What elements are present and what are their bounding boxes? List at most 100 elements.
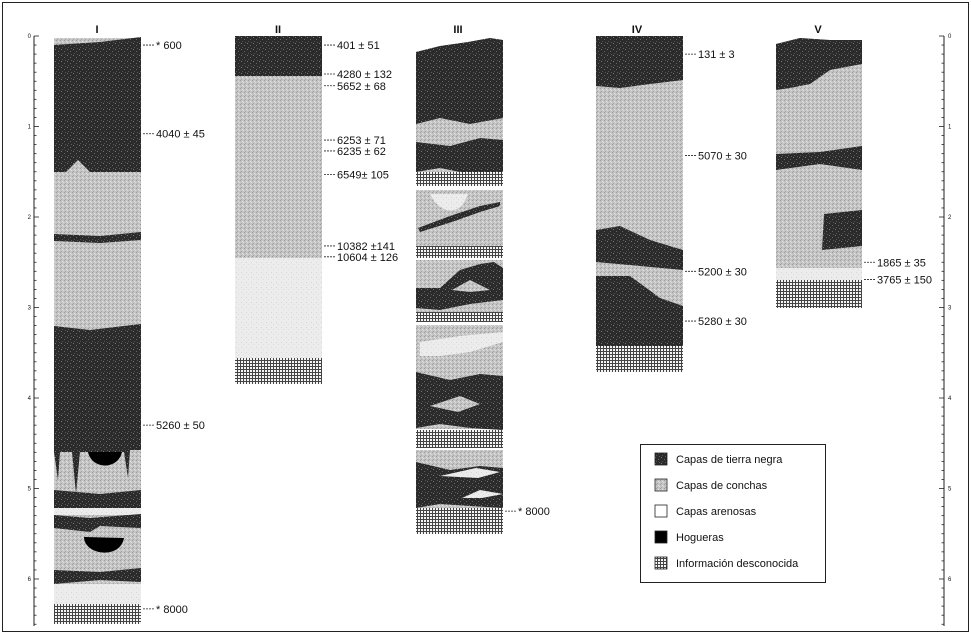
unknown-info-layer <box>416 508 503 534</box>
sand-layer <box>420 332 503 356</box>
date-label: 4040 ± 45 <box>156 129 205 141</box>
scale-tick-label: 5 <box>948 487 952 493</box>
scale-tick-label: 0 <box>28 34 32 40</box>
black-earth-layer <box>54 37 141 172</box>
column-V: V <box>776 24 862 308</box>
black-earth-band <box>54 232 141 243</box>
black-earth-layer <box>416 462 503 508</box>
sand-lens <box>462 490 503 498</box>
legend-box <box>640 444 826 583</box>
date-label: 5280 ± 30 <box>698 316 747 328</box>
black-earth-layer <box>776 38 862 90</box>
black-earth-layer <box>54 324 141 494</box>
scale-tick-label: 3 <box>948 306 952 312</box>
black-earth-layer <box>596 276 683 346</box>
date-label: 5070 ± 30 <box>698 150 747 162</box>
sand-layer <box>235 258 322 358</box>
scale-tick-label: 5 <box>28 487 32 493</box>
scale-tick-label: 0 <box>948 34 952 40</box>
black-earth-band <box>418 202 500 232</box>
column-II-label: II <box>275 24 281 36</box>
black-earth-layer <box>416 38 503 124</box>
unknown-info-layer <box>776 280 862 308</box>
scale-tick-label: 1 <box>948 125 952 131</box>
legend-label-shell: Capas de conchas <box>676 480 768 492</box>
legend-label-unknown: Información desconocida <box>676 558 799 570</box>
date-labels: * 600 4040 ± 45 5260 ± 50 * 8000 401 ± 51 428… <box>143 40 932 616</box>
legend-label-black-earth: Capas de tierra negra <box>676 454 783 466</box>
black-earth-band <box>54 514 141 532</box>
legend-swatch-unknown <box>654 556 668 570</box>
column-IV-label: IV <box>632 24 643 36</box>
legend-swatch-black-earth <box>654 452 668 466</box>
legend: Capas de tierra negra Capas de conchas C… <box>640 444 826 583</box>
black-earth-band <box>54 568 141 584</box>
depth-scale-left: 0 1 2 3 4 5 6 <box>28 34 39 626</box>
date-label: 5652 ± 68 <box>337 81 386 93</box>
black-earth-layer <box>596 226 683 270</box>
date-label: 1865 ± 35 <box>877 257 926 269</box>
scale-tick-label: 4 <box>28 396 32 402</box>
date-label: 6253 ± 71 <box>337 135 386 147</box>
black-earth-layer <box>416 138 503 174</box>
legend-swatch-shell <box>654 478 668 492</box>
legend-swatch-sand <box>654 504 668 518</box>
shell-lens <box>452 280 490 292</box>
unknown-info-layer <box>596 346 683 372</box>
date-label: * 8000 <box>156 604 188 616</box>
column-I-label: I <box>95 24 98 36</box>
date-label: 5200 ± 30 <box>698 266 747 278</box>
scale-tick-label: 1 <box>28 125 32 131</box>
legend-label-sand: Capas arenosas <box>676 506 757 518</box>
column-III-label: III <box>453 24 462 36</box>
column-I: I <box>54 24 141 624</box>
scale-tick-label: 2 <box>28 215 32 221</box>
black-earth-layer <box>235 36 322 76</box>
hearth-feature <box>84 537 124 553</box>
unknown-info-layer <box>54 604 141 624</box>
sand-lens <box>440 468 500 478</box>
scale-tick-label: 4 <box>948 396 952 402</box>
date-label: * 8000 <box>518 506 550 518</box>
unknown-info-layer <box>235 358 322 384</box>
unknown-info-layer <box>416 172 503 186</box>
scale-tick-label: 6 <box>948 577 952 583</box>
scale-tick-label: 6 <box>28 577 32 583</box>
date-label: 10382 ±141 <box>337 241 395 253</box>
shell-lens <box>430 396 480 412</box>
black-earth-band <box>776 146 862 170</box>
date-label: 6549± 105 <box>337 169 389 181</box>
unknown-info-layer <box>416 430 503 448</box>
date-label: 5260 ± 50 <box>156 420 205 432</box>
sand-layer <box>776 268 862 280</box>
date-label: 4280 ± 132 <box>337 69 392 81</box>
scale-tick-label: 2 <box>948 215 952 221</box>
scale-tick-label: 3 <box>28 306 32 312</box>
column-III: III <box>416 24 503 534</box>
column-IV: IV <box>596 24 683 372</box>
black-earth-band <box>54 490 141 510</box>
legend-swatch-hearth <box>654 530 668 544</box>
date-label: * 600 <box>156 40 182 52</box>
column-II: II <box>235 24 322 384</box>
unknown-info-layer <box>416 246 503 258</box>
date-label: 10604 ± 126 <box>337 252 398 264</box>
black-earth-lens <box>822 210 862 250</box>
date-label: 6235 ± 62 <box>337 146 386 158</box>
black-earth-layer <box>596 36 683 88</box>
sand-layer <box>54 584 141 604</box>
date-label: 3765 ± 150 <box>877 274 932 286</box>
hearth-feature <box>88 452 122 466</box>
unknown-info-layer <box>416 312 503 322</box>
legend-label-hearth: Hogueras <box>676 532 724 544</box>
date-label: 131 ± 3 <box>698 49 735 61</box>
shell-layer <box>235 76 322 258</box>
depth-scale-right: 0 1 2 3 4 5 6 <box>939 34 952 626</box>
date-label: 401 ± 51 <box>337 40 380 52</box>
column-V-label: V <box>814 24 822 36</box>
sand-lens <box>430 194 468 211</box>
sand-layer <box>54 508 141 515</box>
